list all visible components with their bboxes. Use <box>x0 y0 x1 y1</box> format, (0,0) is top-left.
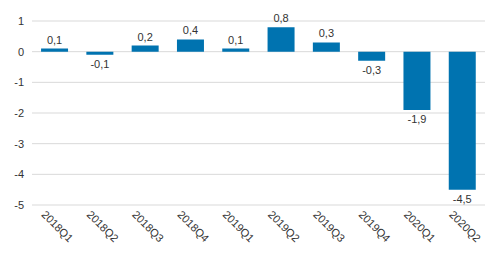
svg-text:-4,5: -4,5 <box>453 193 472 205</box>
svg-text:2019Q1: 2019Q1 <box>221 208 257 244</box>
svg-text:0,4: 0,4 <box>183 24 198 36</box>
svg-text:0,2: 0,2 <box>138 31 153 43</box>
svg-text:0,1: 0,1 <box>228 34 243 46</box>
svg-text:2018Q4: 2018Q4 <box>175 208 211 244</box>
svg-text:-4: -4 <box>14 168 24 180</box>
svg-text:2019Q2: 2019Q2 <box>266 208 302 244</box>
svg-text:-0,3: -0,3 <box>362 64 381 76</box>
svg-text:2019Q3: 2019Q3 <box>311 208 347 244</box>
svg-text:-1: -1 <box>14 76 24 88</box>
svg-text:2018Q3: 2018Q3 <box>130 208 166 244</box>
svg-text:-1,9: -1,9 <box>407 113 426 125</box>
svg-text:2018Q1: 2018Q1 <box>39 208 75 244</box>
svg-text:2019Q4: 2019Q4 <box>356 208 392 244</box>
svg-text:0,1: 0,1 <box>47 34 62 46</box>
svg-text:-0,1: -0,1 <box>90 58 109 70</box>
svg-text:-2: -2 <box>14 107 24 119</box>
svg-text:0: 0 <box>18 46 24 58</box>
svg-text:-3: -3 <box>14 138 24 150</box>
svg-text:2020Q1: 2020Q1 <box>402 208 438 244</box>
svg-text:-5: -5 <box>14 199 24 211</box>
svg-text:0,8: 0,8 <box>273 12 288 24</box>
svg-text:2020Q2: 2020Q2 <box>447 208 483 244</box>
svg-text:1: 1 <box>18 15 24 27</box>
svg-text:0,3: 0,3 <box>319 27 334 39</box>
svg-text:2018Q2: 2018Q2 <box>85 208 121 244</box>
